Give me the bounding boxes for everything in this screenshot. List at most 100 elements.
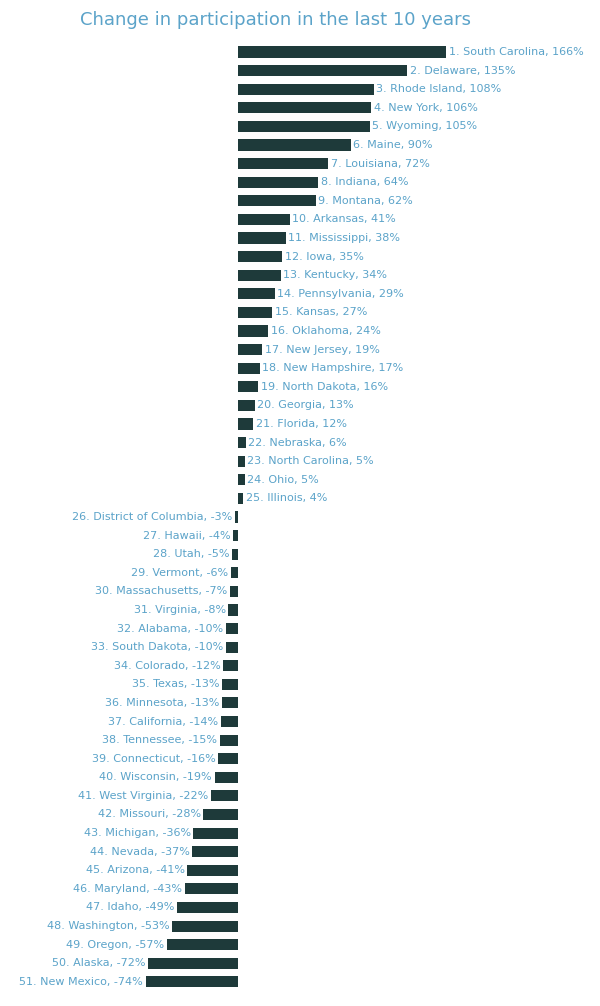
Bar <box>238 252 282 263</box>
Bar <box>177 902 238 913</box>
Text: 14. Pennsylvania, 29%: 14. Pennsylvania, 29% <box>277 289 404 299</box>
Bar <box>221 716 238 727</box>
Bar <box>238 270 281 281</box>
Text: 28. Utah, -5%: 28. Utah, -5% <box>153 549 230 559</box>
Bar <box>192 846 238 857</box>
Bar <box>238 46 446 57</box>
Text: 19. North Dakota, 16%: 19. North Dakota, 16% <box>261 381 388 391</box>
Text: 39. Connecticut, -16%: 39. Connecticut, -16% <box>92 753 216 764</box>
Text: 36. Minnesota, -13%: 36. Minnesota, -13% <box>105 698 220 708</box>
Text: 3. Rhode Island, 108%: 3. Rhode Island, 108% <box>376 85 501 95</box>
Bar <box>172 920 238 932</box>
Bar <box>238 325 268 337</box>
Bar <box>232 548 238 559</box>
Bar <box>233 530 238 541</box>
Text: 43. Michigan, -36%: 43. Michigan, -36% <box>83 828 191 838</box>
Bar <box>230 585 238 597</box>
Text: 42. Missouri, -28%: 42. Missouri, -28% <box>98 810 201 820</box>
Text: 26. District of Columbia, -3%: 26. District of Columbia, -3% <box>72 512 232 522</box>
Bar <box>238 399 254 410</box>
Text: 15. Kansas, 27%: 15. Kansas, 27% <box>275 308 367 317</box>
Title: Change in participation in the last 10 years: Change in participation in the last 10 y… <box>80 11 472 29</box>
Bar <box>238 362 260 374</box>
Text: 17. New Jersey, 19%: 17. New Jersey, 19% <box>265 345 380 354</box>
Text: 32. Alabama, -10%: 32. Alabama, -10% <box>117 624 223 634</box>
Bar <box>238 232 286 243</box>
Bar <box>238 381 259 392</box>
Bar <box>238 456 245 467</box>
Bar <box>215 772 238 783</box>
Text: 2. Delaware, 135%: 2. Delaware, 135% <box>410 65 515 75</box>
Text: 20. Georgia, 13%: 20. Georgia, 13% <box>257 400 354 410</box>
Text: 30. Massachusetts, -7%: 30. Massachusetts, -7% <box>95 586 227 597</box>
Bar <box>238 195 316 206</box>
Text: 7. Louisiana, 72%: 7. Louisiana, 72% <box>331 159 430 169</box>
Bar <box>223 660 238 671</box>
Bar <box>238 158 328 169</box>
Text: 24. Ohio, 5%: 24. Ohio, 5% <box>247 475 319 485</box>
Bar <box>238 65 407 76</box>
Text: 47. Idaho, -49%: 47. Idaho, -49% <box>86 902 175 912</box>
Bar <box>167 939 238 951</box>
Bar <box>238 121 370 132</box>
Text: 6. Maine, 90%: 6. Maine, 90% <box>353 140 433 150</box>
Bar <box>238 288 275 300</box>
Bar <box>235 511 238 522</box>
Text: 40. Wisconsin, -19%: 40. Wisconsin, -19% <box>100 773 212 783</box>
Bar <box>226 642 238 653</box>
Text: 33. South Dakota, -10%: 33. South Dakota, -10% <box>91 642 223 652</box>
Text: 31. Virginia, -8%: 31. Virginia, -8% <box>134 605 226 615</box>
Text: 10. Arkansas, 41%: 10. Arkansas, 41% <box>292 214 396 224</box>
Bar <box>146 976 238 988</box>
Text: 49. Oregon, -57%: 49. Oregon, -57% <box>67 940 164 950</box>
Text: 51. New Mexico, -74%: 51. New Mexico, -74% <box>19 977 143 987</box>
Text: 18. New Hampshire, 17%: 18. New Hampshire, 17% <box>262 363 403 373</box>
Text: 29. Vermont, -6%: 29. Vermont, -6% <box>131 567 229 577</box>
Text: 27. Hawaii, -4%: 27. Hawaii, -4% <box>143 530 231 540</box>
Text: 34. Colorado, -12%: 34. Colorado, -12% <box>114 661 221 671</box>
Text: 41. West Virginia, -22%: 41. West Virginia, -22% <box>78 791 208 801</box>
Text: 22. Nebraska, 6%: 22. Nebraska, 6% <box>248 438 347 448</box>
Bar <box>231 567 238 578</box>
Bar <box>185 883 238 894</box>
Bar <box>238 307 272 318</box>
Bar <box>220 734 238 745</box>
Bar <box>238 140 351 151</box>
Text: 21. Florida, 12%: 21. Florida, 12% <box>256 418 347 429</box>
Bar <box>193 828 238 839</box>
Bar <box>148 958 238 969</box>
Text: 4. New York, 106%: 4. New York, 106% <box>374 103 478 113</box>
Bar <box>222 697 238 708</box>
Text: 5. Wyoming, 105%: 5. Wyoming, 105% <box>372 122 478 132</box>
Text: 35. Texas, -13%: 35. Texas, -13% <box>132 679 220 689</box>
Text: 46. Maryland, -43%: 46. Maryland, -43% <box>73 884 182 894</box>
Bar <box>222 679 238 690</box>
Text: 13. Kentucky, 34%: 13. Kentucky, 34% <box>283 271 388 281</box>
Bar <box>211 791 238 802</box>
Text: 12. Iowa, 35%: 12. Iowa, 35% <box>284 252 364 262</box>
Bar <box>229 605 238 616</box>
Text: 37. California, -14%: 37. California, -14% <box>108 716 218 726</box>
Bar <box>218 753 238 765</box>
Text: 25. Illinois, 4%: 25. Illinois, 4% <box>246 493 327 503</box>
Bar <box>226 623 238 634</box>
Text: 23. North Carolina, 5%: 23. North Carolina, 5% <box>247 456 374 466</box>
Text: 16. Oklahoma, 24%: 16. Oklahoma, 24% <box>271 326 381 336</box>
Bar <box>187 865 238 876</box>
Text: 9. Montana, 62%: 9. Montana, 62% <box>319 196 413 206</box>
Text: 44. Nevada, -37%: 44. Nevada, -37% <box>89 847 190 857</box>
Bar <box>238 493 244 504</box>
Bar <box>238 474 245 485</box>
Text: 48. Washington, -53%: 48. Washington, -53% <box>47 921 170 932</box>
Bar <box>203 809 238 820</box>
Bar <box>238 103 371 114</box>
Bar <box>238 437 246 448</box>
Text: 11. Mississippi, 38%: 11. Mississippi, 38% <box>289 233 400 243</box>
Text: 38. Tennessee, -15%: 38. Tennessee, -15% <box>102 735 217 745</box>
Text: 8. Indiana, 64%: 8. Indiana, 64% <box>321 177 409 187</box>
Text: 45. Arizona, -41%: 45. Arizona, -41% <box>86 865 185 875</box>
Bar <box>238 344 262 355</box>
Bar <box>238 214 290 225</box>
Text: 50. Alaska, -72%: 50. Alaska, -72% <box>52 959 146 968</box>
Text: 1. South Carolina, 166%: 1. South Carolina, 166% <box>449 47 583 57</box>
